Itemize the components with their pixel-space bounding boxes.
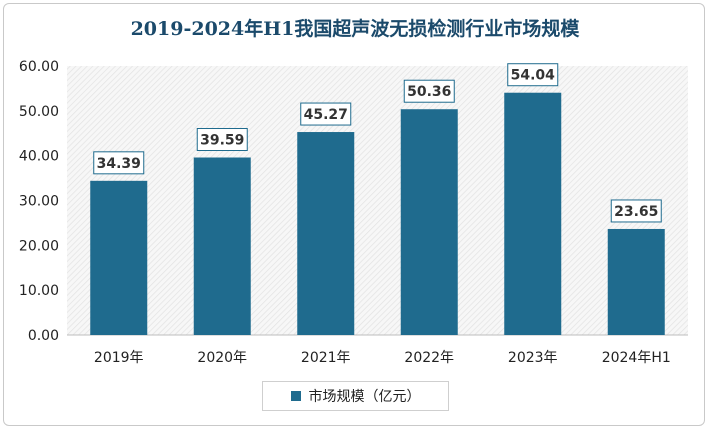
data-label: 34.39	[97, 156, 141, 172]
x-tick-label: 2023年	[508, 350, 558, 366]
y-axis: 0.00 10.00 20.00 30.00 40.00 50.00 60.00	[19, 59, 59, 344]
data-label: 45.27	[304, 107, 348, 123]
legend-label: 市场规模（亿元）	[308, 389, 421, 405]
bars	[90, 92, 665, 335]
x-tick-label: 2021年	[301, 350, 351, 366]
x-tick-label: 2019年	[94, 350, 144, 366]
data-label-box	[300, 102, 352, 126]
data-label-box	[507, 63, 559, 87]
legend: 市场规模（亿元）	[262, 381, 449, 411]
y-tick-label: 20.00	[19, 238, 59, 254]
y-tick-label: 50.00	[19, 104, 59, 120]
chart-title: 2019-2024年H1我国超声波无损检测行业市场规模	[130, 18, 580, 40]
data-label-box	[403, 79, 455, 103]
x-tick-label: 2022年	[404, 350, 454, 366]
bar	[504, 92, 562, 335]
y-tick-label: 40.00	[19, 149, 59, 165]
y-tick-label: 0.00	[28, 328, 59, 344]
bar	[607, 228, 665, 335]
data-label: 54.04	[511, 68, 556, 84]
data-label: 39.59	[200, 133, 244, 149]
bar	[90, 180, 148, 335]
y-tick-label: 10.00	[19, 283, 59, 299]
y-tick-label: 60.00	[19, 59, 59, 75]
data-label-box	[610, 199, 662, 223]
legend-swatch	[290, 391, 301, 401]
y-tick-label: 30.00	[19, 194, 59, 210]
data-label-box	[93, 151, 145, 175]
data-labels: 34.39 39.59 45.27 50.36 54.04 23.65	[93, 63, 662, 223]
bar	[193, 157, 251, 335]
bar	[400, 109, 458, 335]
x-axis: 2019年 2020年 2021年 2022年 2023年 2024年H1	[67, 334, 688, 366]
plot-area	[67, 66, 688, 335]
bar	[297, 132, 355, 335]
data-label: 50.36	[407, 84, 451, 100]
x-tick-label: 2020年	[197, 350, 247, 366]
data-label: 23.65	[614, 204, 658, 220]
x-tick-label: 2024年H1	[602, 350, 671, 366]
data-label-box	[196, 128, 248, 152]
